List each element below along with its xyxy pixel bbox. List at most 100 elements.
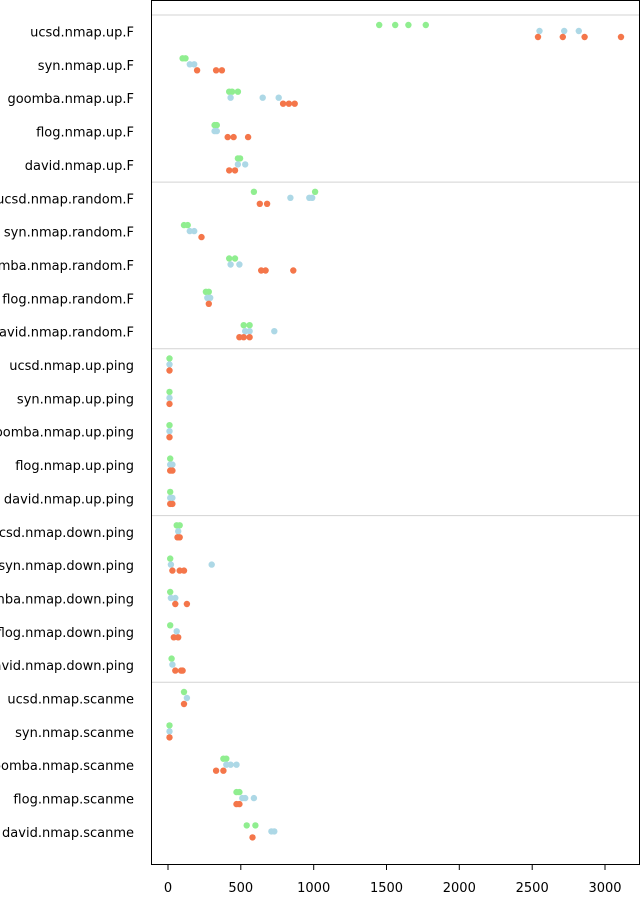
point-blue (191, 227, 198, 235)
point-green (234, 88, 242, 95)
point-orange (534, 33, 542, 41)
point-orange (172, 600, 179, 608)
point-blue (287, 194, 294, 201)
x-tick-label: 1000 (297, 881, 330, 896)
data-points (166, 21, 625, 841)
point-orange (179, 667, 186, 674)
point-green (223, 755, 230, 762)
category-label: david.nmap.random.F (0, 326, 134, 341)
point-green (236, 155, 244, 162)
x-tick-label: 0 (164, 881, 172, 896)
category-label: goomba.nmap.up.F (7, 92, 134, 107)
point-blue (575, 27, 582, 35)
x-tick-label: 2500 (516, 881, 549, 896)
point-blue (259, 94, 266, 101)
point-blue (172, 594, 179, 602)
point-orange (249, 834, 256, 841)
point-orange (224, 133, 231, 141)
point-blue (183, 694, 191, 702)
point-orange (180, 700, 188, 708)
x-tick-label: 500 (228, 881, 253, 896)
point-green (250, 188, 258, 195)
point-green (231, 255, 239, 262)
point-blue (242, 794, 249, 802)
point-blue (227, 261, 234, 268)
point-blue (236, 261, 243, 268)
point-orange (230, 133, 237, 141)
point-green (422, 21, 429, 29)
point-orange (240, 334, 247, 341)
point-orange (175, 634, 182, 641)
point-blue (227, 94, 234, 101)
point-orange (617, 33, 625, 41)
point-orange (183, 600, 191, 608)
category-label: david.nmap.up.F (25, 159, 134, 174)
point-green (243, 822, 250, 829)
point-orange (256, 200, 263, 207)
point-green (167, 555, 174, 562)
x-axis: 0 500 1000 1500 2000 2500 3000 (164, 864, 622, 896)
point-blue (246, 328, 253, 335)
point-green (166, 422, 173, 429)
point-orange (236, 800, 243, 808)
group-separators (152, 14, 640, 683)
point-blue (207, 294, 214, 301)
category-label: flog.nmap.down.ping (0, 626, 134, 641)
point-orange (220, 767, 227, 774)
point-blue (208, 561, 215, 568)
category-label: flog.nmap.up.ping (15, 459, 134, 474)
point-blue (561, 27, 568, 35)
category-label: david.nmap.down.ping (0, 659, 134, 674)
point-green (205, 288, 212, 295)
point-orange (290, 267, 297, 274)
point-blue (186, 61, 193, 68)
point-blue (169, 461, 176, 468)
x-tick-label: 1500 (370, 881, 403, 896)
point-blue (275, 94, 282, 101)
point-orange (285, 100, 293, 107)
point-blue (166, 394, 173, 402)
point-orange (172, 667, 179, 674)
category-label: goomba.nmap.scanme (0, 759, 134, 774)
point-orange (205, 300, 212, 307)
point-blue (309, 194, 316, 201)
point-orange (246, 334, 253, 341)
point-blue (233, 761, 240, 768)
point-green (166, 355, 173, 362)
category-label: david.nmap.up.ping (4, 492, 134, 507)
point-blue (213, 127, 220, 135)
point-green (311, 188, 319, 195)
point-orange (169, 467, 176, 474)
point-blue (166, 728, 173, 735)
point-orange (166, 400, 173, 408)
point-orange (193, 67, 201, 74)
point-green (376, 21, 383, 29)
point-blue (191, 61, 198, 68)
point-blue (234, 161, 242, 168)
category-label: ucsd.nmap.random.F (0, 192, 134, 207)
point-orange (263, 200, 271, 207)
point-orange (176, 534, 183, 541)
category-label: syn.nmap.down.ping (0, 559, 134, 574)
point-blue (536, 27, 543, 35)
point-orange (231, 167, 239, 174)
point-orange (166, 367, 173, 374)
point-orange (166, 734, 173, 741)
point-green (252, 822, 259, 829)
point-green (246, 322, 253, 329)
point-green (168, 655, 175, 662)
category-labels: ucsd.nmap.up.F syn.nmap.up.F goomba.nmap.u… (0, 26, 134, 841)
point-green (167, 622, 174, 629)
category-label: goomba.nmap.down.ping (0, 592, 134, 607)
point-orange (262, 267, 269, 274)
point-green (167, 588, 174, 596)
point-green (180, 688, 188, 696)
point-blue (167, 594, 175, 602)
category-label: ucsd.nmap.down.ping (0, 526, 134, 541)
point-orange (559, 33, 566, 41)
category-label: flog.nmap.up.F (36, 126, 134, 141)
point-blue (167, 561, 175, 568)
point-blue (227, 761, 234, 768)
point-blue (166, 428, 173, 435)
